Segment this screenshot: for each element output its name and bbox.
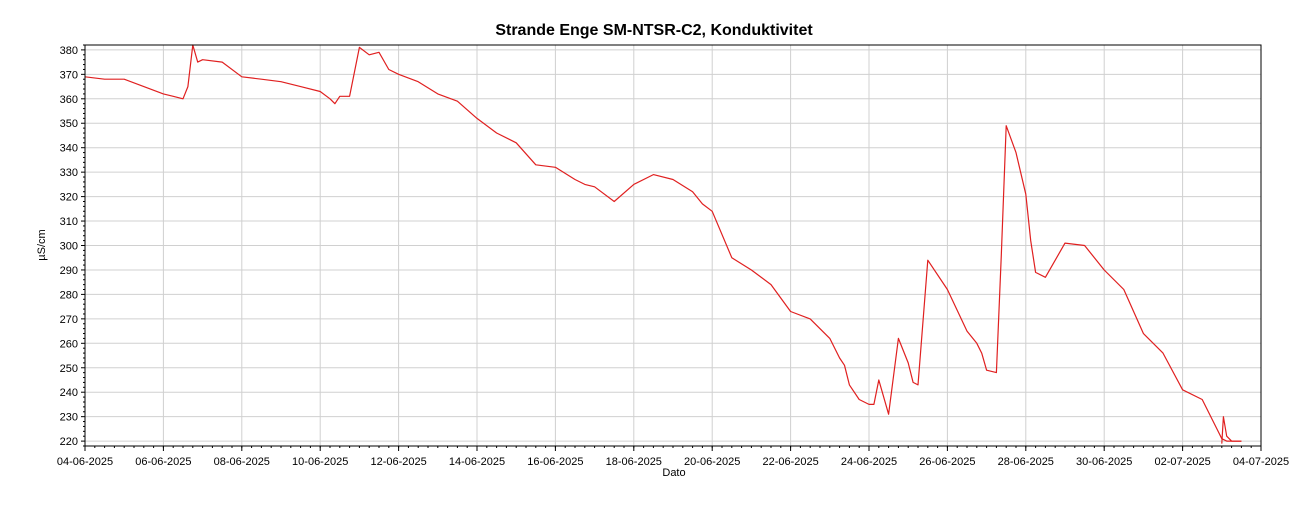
x-tick-label: 20-06-2025 xyxy=(684,456,740,468)
grid xyxy=(84,45,1262,446)
y-tick-label: 350 xyxy=(60,118,78,130)
x-tick-label: 04-07-2025 xyxy=(1233,456,1289,468)
y-tick-label: 270 xyxy=(60,314,78,326)
y-tick-label: 310 xyxy=(60,216,78,228)
x-tick-label: 28-06-2025 xyxy=(998,456,1054,468)
y-tick-label: 240 xyxy=(60,387,78,399)
x-tick-label: 30-06-2025 xyxy=(1076,456,1132,468)
y-tick-label: 340 xyxy=(60,143,78,155)
x-tick-label: 10-06-2025 xyxy=(292,456,348,468)
y-tick-label: 300 xyxy=(60,241,78,253)
series-layer xyxy=(84,44,1242,444)
x-tick-label: 22-06-2025 xyxy=(762,456,818,468)
y-tick-label: 290 xyxy=(60,265,78,277)
x-tick-label: 24-06-2025 xyxy=(841,456,897,468)
x-axis-label: Dato xyxy=(662,467,685,479)
x-tick-label: 26-06-2025 xyxy=(919,456,975,468)
y-tick-label: 230 xyxy=(60,412,78,424)
y-tick-label: 220 xyxy=(60,436,78,448)
y-tick-label: 280 xyxy=(60,289,78,301)
y-tick-label: 260 xyxy=(60,338,78,350)
x-tick-label: 12-06-2025 xyxy=(370,456,426,468)
x-tick-label: 04-06-2025 xyxy=(57,456,113,468)
x-tick-label: 14-06-2025 xyxy=(449,456,505,468)
x-tick-label: 08-06-2025 xyxy=(214,456,270,468)
x-tick-label: 02-07-2025 xyxy=(1154,456,1210,468)
x-tick-label: 18-06-2025 xyxy=(606,456,662,468)
x-tick-label: 06-06-2025 xyxy=(135,456,191,468)
y-tick-label: 250 xyxy=(60,363,78,375)
x-tick-label: 16-06-2025 xyxy=(527,456,583,468)
y-tick-label: 320 xyxy=(60,192,78,204)
chart-title: Strande Enge SM-NTSR-C2, Konduktivitet xyxy=(495,22,813,39)
y-tick-label: 370 xyxy=(60,69,78,81)
series-line-1 xyxy=(84,44,1242,442)
plot-area-frame xyxy=(84,44,1262,447)
y-tick-label: 330 xyxy=(60,167,78,179)
y-tick-label: 380 xyxy=(60,45,78,57)
series-line-2 xyxy=(1221,416,1242,444)
y-tick-label: 360 xyxy=(60,94,78,106)
y-axis-label: µS/cm xyxy=(36,229,48,260)
